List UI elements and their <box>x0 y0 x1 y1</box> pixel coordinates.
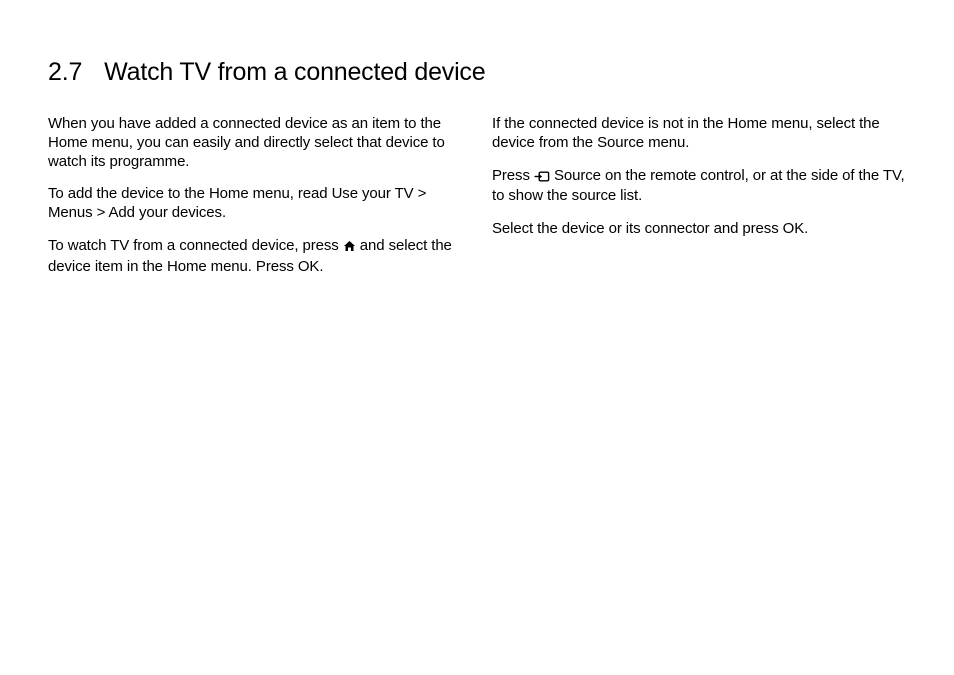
paragraph: Select the device or its connector and p… <box>492 220 906 239</box>
paragraph: Press Source on the remote control, or a… <box>492 167 906 207</box>
text-run: Press <box>492 167 534 184</box>
right-column: If the connected device is not in the Ho… <box>492 115 906 290</box>
paragraph: To add the device to the Home menu, read… <box>48 185 462 223</box>
paragraph: If the connected device is not in the Ho… <box>492 115 906 153</box>
section-heading: 2.7 Watch TV from a connected device <box>48 58 906 87</box>
source-icon <box>534 169 550 188</box>
page: 2.7 Watch TV from a connected device When… <box>0 0 954 290</box>
section-title: Watch TV from a connected device <box>104 58 485 86</box>
content-columns: When you have added a connected device a… <box>48 115 906 290</box>
paragraph: When you have added a connected device a… <box>48 115 462 171</box>
text-run: To watch TV from a connected device, pre… <box>48 237 343 254</box>
text-run: Source on the remote control, or at the … <box>492 167 905 205</box>
left-column: When you have added a connected device a… <box>48 115 462 290</box>
home-icon <box>343 239 356 258</box>
section-number: 2.7 <box>48 58 82 86</box>
paragraph: To watch TV from a connected device, pre… <box>48 237 462 277</box>
